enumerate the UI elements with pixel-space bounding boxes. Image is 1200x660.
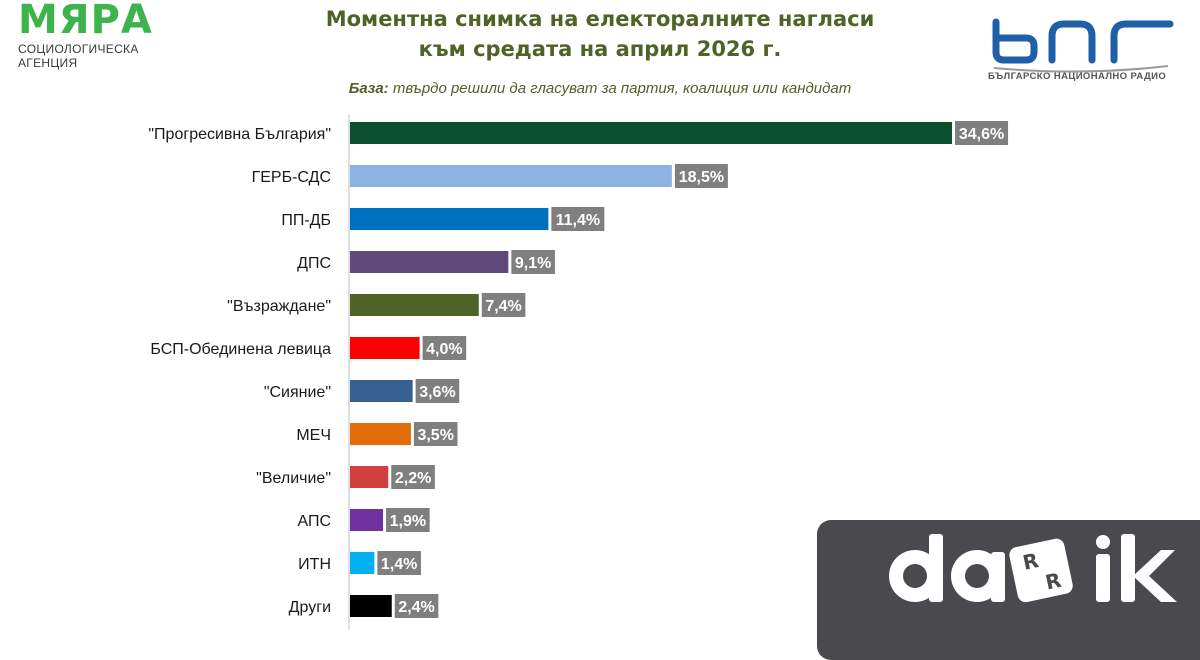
category-label: ГЕРБ-СДС [252, 169, 331, 186]
myara-logo: МЯРА СОЦИОЛОГИЧЕСКА АГЕНЦИЯ [18, 0, 178, 70]
bar [350, 165, 672, 187]
data-label: 11,4% [556, 212, 600, 229]
bar [350, 208, 549, 230]
chart-title-line1: Моментна снимка на електоралните нагласи [325, 7, 875, 31]
base-text: твърдо решили да гласуват за партия, коа… [388, 80, 852, 97]
bar [350, 337, 420, 359]
data-label-box [377, 551, 421, 575]
data-label-box [511, 250, 555, 274]
category-label: "Възраждане" [227, 298, 331, 315]
bar-chart: "Прогресивна България" 34,6% ГЕРБ-СДС 18,5%… [148, 115, 1009, 630]
svg-text:R: R [1021, 548, 1041, 575]
data-label: 34,6% [959, 126, 1004, 143]
bar [350, 122, 953, 144]
bnr-logo: БЪЛГАРСКО НАЦИОНАЛНО РАДИО [982, 14, 1182, 86]
data-label: 4,0% [426, 341, 462, 358]
chart-title-line2: към средата на април 2026 г. [418, 37, 782, 61]
data-label: 2,2% [395, 470, 431, 487]
chart-subtitle: База: твърдо решили да гласуват за парти… [250, 80, 950, 97]
data-label-box [386, 508, 430, 532]
bnr-logo-icon [992, 18, 1174, 73]
category-label: АПС [297, 513, 331, 530]
data-label: 1,4% [381, 556, 417, 573]
svg-text:R: R [1043, 568, 1063, 595]
data-label-box [551, 207, 605, 231]
category-label: Други [289, 599, 331, 616]
bar [350, 423, 411, 445]
category-label: ПП-ДБ [281, 212, 331, 229]
bar [350, 595, 392, 617]
category-label: "Величие" [256, 470, 331, 487]
data-label: 1,9% [390, 513, 426, 530]
bar [350, 294, 479, 316]
category-label: "Прогресивна България" [148, 126, 331, 143]
data-label-box [481, 293, 526, 317]
data-label-box [674, 164, 728, 188]
data-label: 2,4% [398, 599, 434, 616]
data-label-box [415, 379, 460, 403]
category-label: БСП-Обединена левица [150, 341, 331, 358]
chart-title: Моментна снимка на електоралните нагласи… [250, 4, 950, 64]
data-label: 3,6% [419, 384, 455, 401]
bar [350, 552, 375, 574]
bar [350, 380, 413, 402]
myara-logo-word: МЯРА [18, 0, 153, 43]
data-label-box [394, 594, 439, 618]
darik-watermark: R R [817, 520, 1200, 660]
data-label: 7,4% [485, 298, 521, 315]
data-label-box [955, 121, 1009, 145]
darik-logo-icon: R R [889, 534, 1177, 603]
category-label: МЕЧ [296, 427, 331, 444]
data-label-box [391, 465, 435, 489]
bar [350, 466, 389, 488]
data-label: 18,5% [679, 169, 724, 186]
data-label-box [422, 336, 467, 360]
bar [350, 251, 509, 273]
category-label: ИТН [298, 556, 331, 573]
myara-logo-subtitle: СОЦИОЛОГИЧЕСКА АГЕНЦИЯ [18, 42, 139, 70]
category-label: ДПС [297, 255, 331, 272]
data-label: 9,1% [515, 255, 551, 272]
bar [350, 509, 384, 531]
bnr-logo-text: БЪЛГАРСКО НАЦИОНАЛНО РАДИО [988, 71, 1167, 82]
data-label: 3,5% [417, 427, 453, 444]
base-label: База: [348, 80, 389, 97]
data-label-box [413, 422, 458, 446]
category-label: "Сияние" [264, 384, 331, 401]
